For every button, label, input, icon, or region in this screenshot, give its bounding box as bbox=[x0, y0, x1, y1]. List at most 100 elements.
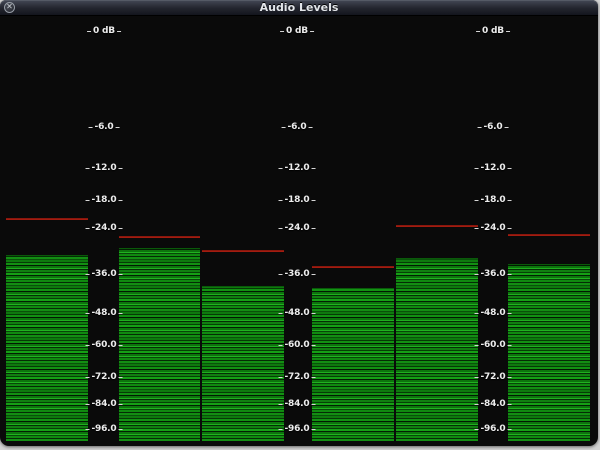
tick-mark bbox=[507, 227, 512, 229]
scale-tick--12db-col2: -12.0 bbox=[278, 163, 316, 173]
scale-tick--48db-col1: -48.0 bbox=[85, 308, 123, 318]
tick-label: -12.0 bbox=[284, 163, 310, 173]
tick-mark bbox=[474, 273, 479, 275]
tick-label: -18.0 bbox=[284, 195, 310, 205]
scale-tick--84db-col1: -84.0 bbox=[85, 399, 123, 409]
tick-label: -24.0 bbox=[480, 223, 506, 233]
tick-label: 0 dB bbox=[482, 26, 504, 36]
tick-mark bbox=[281, 126, 286, 128]
scale-tick--24db-col3: -24.0 bbox=[474, 223, 512, 233]
scale-tick--60db-col2: -60.0 bbox=[278, 340, 316, 350]
tick-label: -60.0 bbox=[284, 340, 310, 350]
tick-mark bbox=[309, 30, 314, 32]
tick-mark bbox=[507, 273, 512, 275]
tick-label: -18.0 bbox=[91, 195, 117, 205]
scale-tick--6db-col1: -6.0 bbox=[88, 122, 120, 132]
tick-label: -12.0 bbox=[480, 163, 506, 173]
scale-tick-0db-col3: 0 dB bbox=[476, 26, 510, 36]
tick-mark bbox=[311, 344, 316, 346]
scale-tick--12db-col3: -12.0 bbox=[474, 163, 512, 173]
scale-tick--6db-col3: -6.0 bbox=[477, 122, 509, 132]
peak-hold-line-ch5 bbox=[396, 225, 478, 227]
tick-mark bbox=[311, 376, 316, 378]
tick-mark bbox=[474, 428, 479, 430]
scale-tick-0db-col1: 0 dB bbox=[87, 26, 121, 36]
tick-mark bbox=[474, 227, 479, 229]
tick-mark bbox=[85, 199, 90, 201]
tick-mark bbox=[85, 312, 90, 314]
tick-label: -36.0 bbox=[91, 269, 117, 279]
tick-label: -96.0 bbox=[284, 424, 310, 434]
tick-mark bbox=[278, 273, 283, 275]
tick-label: -84.0 bbox=[284, 399, 310, 409]
tick-mark bbox=[115, 126, 120, 128]
tick-mark bbox=[87, 30, 92, 32]
tick-mark bbox=[474, 376, 479, 378]
tick-mark bbox=[507, 199, 512, 201]
scale-tick--84db-col3: -84.0 bbox=[474, 399, 512, 409]
scale-tick--36db-col3: -36.0 bbox=[474, 269, 512, 279]
tick-mark bbox=[278, 403, 283, 405]
peak-hold-line-ch1 bbox=[6, 218, 88, 220]
tick-mark bbox=[118, 199, 123, 201]
tick-mark bbox=[474, 199, 479, 201]
scale-tick--72db-col2: -72.0 bbox=[278, 372, 316, 382]
tick-mark bbox=[311, 199, 316, 201]
tick-label: -36.0 bbox=[480, 269, 506, 279]
tick-mark bbox=[88, 126, 93, 128]
tick-mark bbox=[507, 403, 512, 405]
meter-bar-ch2 bbox=[119, 248, 200, 441]
tick-mark bbox=[85, 428, 90, 430]
tick-mark bbox=[507, 167, 512, 169]
window-titlebar[interactable]: ✕ Audio Levels bbox=[0, 0, 598, 16]
tick-mark bbox=[474, 167, 479, 169]
tick-mark bbox=[504, 126, 509, 128]
scale-tick--6db-col2: -6.0 bbox=[281, 122, 313, 132]
peak-hold-line-ch2 bbox=[119, 236, 200, 238]
tick-mark bbox=[278, 227, 283, 229]
tick-label: -72.0 bbox=[91, 372, 117, 382]
scale-tick--84db-col2: -84.0 bbox=[278, 399, 316, 409]
peak-hold-line-ch4 bbox=[312, 266, 394, 268]
tick-mark bbox=[278, 428, 283, 430]
tick-mark bbox=[474, 403, 479, 405]
tick-mark bbox=[118, 273, 123, 275]
scale-tick--60db-col1: -60.0 bbox=[85, 340, 123, 350]
tick-label: 0 dB bbox=[286, 26, 308, 36]
scale-tick--96db-col1: -96.0 bbox=[85, 424, 123, 434]
tick-label: -72.0 bbox=[284, 372, 310, 382]
tick-label: -48.0 bbox=[91, 308, 117, 318]
tick-label: -24.0 bbox=[284, 223, 310, 233]
tick-label: -12.0 bbox=[91, 163, 117, 173]
scale-tick--12db-col1: -12.0 bbox=[85, 163, 123, 173]
tick-mark bbox=[308, 126, 313, 128]
tick-mark bbox=[507, 344, 512, 346]
tick-mark bbox=[505, 30, 510, 32]
tick-mark bbox=[278, 167, 283, 169]
tick-label: -18.0 bbox=[480, 195, 506, 205]
meter-bar-ch4 bbox=[312, 288, 394, 441]
tick-mark bbox=[118, 227, 123, 229]
window-title: Audio Levels bbox=[259, 1, 339, 14]
tick-mark bbox=[311, 227, 316, 229]
tick-label: -84.0 bbox=[480, 399, 506, 409]
scale-tick--48db-col3: -48.0 bbox=[474, 308, 512, 318]
meter-bar-ch1 bbox=[6, 255, 88, 441]
tick-mark bbox=[311, 167, 316, 169]
tick-mark bbox=[85, 273, 90, 275]
scale-tick--72db-col1: -72.0 bbox=[85, 372, 123, 382]
tick-label: -48.0 bbox=[284, 308, 310, 318]
scale-tick--96db-col3: -96.0 bbox=[474, 424, 512, 434]
tick-mark bbox=[311, 428, 316, 430]
meter-bar-ch5 bbox=[396, 258, 478, 441]
tick-mark bbox=[311, 312, 316, 314]
meter-bar-ch3 bbox=[202, 286, 284, 441]
tick-mark bbox=[280, 30, 285, 32]
tick-label: -36.0 bbox=[284, 269, 310, 279]
close-button[interactable]: ✕ bbox=[4, 2, 15, 13]
scale-tick--36db-col2: -36.0 bbox=[278, 269, 316, 279]
tick-mark bbox=[474, 344, 479, 346]
tick-label: -48.0 bbox=[480, 308, 506, 318]
tick-label: -6.0 bbox=[94, 122, 114, 132]
